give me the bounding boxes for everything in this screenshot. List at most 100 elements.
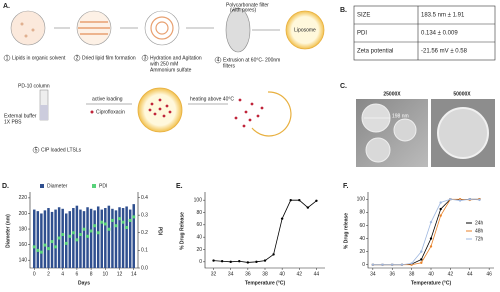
y-tick-label: 220 — [19, 195, 28, 201]
flask — [144, 10, 180, 46]
table-cell: 183.5 nm ± 1.91 — [421, 13, 465, 19]
bar — [50, 211, 54, 268]
step-text: CIP loaded LTSLs — [41, 147, 82, 153]
y2-tick-label: 0.3 — [141, 212, 148, 218]
bar — [79, 209, 82, 268]
marker — [439, 201, 442, 204]
x-tick-label: 44 — [314, 271, 320, 277]
point — [75, 238, 79, 242]
point — [57, 236, 61, 240]
point — [61, 233, 65, 237]
marker — [439, 214, 442, 217]
vesicle — [437, 107, 489, 159]
vesicle — [155, 21, 169, 35]
panel-label: B. — [340, 7, 347, 14]
marker — [272, 253, 275, 256]
step-text: Lipids in organic solvent — [12, 55, 66, 61]
line — [213, 199, 317, 263]
bar — [121, 208, 125, 268]
panel-b: B. SIZE 183.5 nm ± 1.91 PDI 0.134 ± 0.00… — [340, 5, 496, 61]
y-axis-title: Diameter (nm) — [5, 214, 11, 248]
bar — [64, 213, 68, 268]
step-badge — [32, 146, 40, 154]
axis — [367, 192, 494, 269]
lipid — [31, 28, 35, 32]
marker — [420, 258, 423, 261]
line — [372, 198, 480, 266]
y-tick-label: 100 — [357, 197, 366, 203]
x-axis-title: Temperature (°C) — [411, 280, 452, 286]
y-axis-title: % Drug release — [343, 213, 349, 249]
legend-label: 72h — [475, 236, 484, 242]
bar — [118, 207, 121, 268]
bar — [40, 213, 43, 268]
step-text: Extrusion at 60°C- 200nm — [223, 57, 280, 63]
point — [114, 224, 118, 228]
x-tick-label: 6 — [76, 271, 79, 277]
point — [36, 248, 40, 252]
drug-icon — [90, 110, 94, 114]
x-tick-label: 38 — [409, 271, 415, 277]
point — [50, 240, 54, 244]
table-cell: SIZE — [357, 13, 370, 19]
step-number: 4 — [217, 57, 220, 63]
column-label: PD-10 column — [18, 83, 50, 89]
y2-tick-label: 0.1 — [141, 248, 148, 254]
y-tick-label: 200 — [19, 211, 28, 217]
step-number: 2 — [76, 55, 79, 61]
drug-label: Ciprofloxacin — [96, 109, 125, 115]
point — [71, 231, 75, 235]
point — [118, 217, 122, 221]
vesicle — [393, 118, 417, 142]
x-axis-title: Days — [78, 280, 90, 286]
marker — [246, 261, 250, 264]
panel-a: A. Polycarbonate filter (with pores) Lip… — [3, 2, 325, 154]
step-badge — [141, 54, 149, 62]
point — [78, 233, 82, 237]
point — [82, 227, 86, 231]
table-cell: -21.56 mV ± 0.58 — [421, 49, 468, 55]
flask — [10, 10, 46, 46]
point — [32, 245, 36, 249]
charts: D.0 2 4 6 8 10 12 141401601802002200.00.10.20.3… — [2, 183, 494, 286]
x-tick-label: 42 — [297, 271, 303, 277]
point — [107, 227, 111, 231]
y2-tick-label: 0.2 — [141, 230, 148, 236]
magnification: 50000X — [453, 91, 471, 97]
liposome — [285, 10, 325, 50]
legend-swatch — [40, 184, 44, 188]
bar — [47, 208, 50, 268]
y-tick-label: 80 — [359, 210, 365, 216]
lipid-film — [78, 21, 110, 35]
step-badge — [3, 54, 11, 62]
marker — [220, 260, 224, 263]
x-tick-label: 42 — [448, 271, 454, 277]
legend-label: PDI — [99, 183, 107, 189]
bar — [89, 208, 93, 268]
step-number: 3 — [144, 55, 147, 61]
y-axis-title: % Drug Release — [179, 212, 185, 250]
marker — [429, 220, 433, 224]
bar — [43, 210, 47, 268]
marker — [263, 259, 267, 262]
legend-label: Diameter — [47, 183, 68, 189]
bar — [114, 210, 118, 268]
active-loading-label: active loading — [92, 96, 123, 102]
bar — [54, 209, 57, 268]
marker — [420, 261, 423, 264]
bar — [82, 211, 86, 268]
x-tick-label: 40 — [279, 271, 285, 277]
marker — [468, 198, 471, 201]
y-tick-label: 80 — [196, 210, 202, 216]
y-tick-label: 20 — [359, 249, 365, 255]
arrow — [54, 27, 280, 31]
x-tick-label: 34 — [228, 271, 234, 277]
x-tick-label: 36 — [245, 271, 251, 277]
bar — [111, 208, 114, 268]
marker — [238, 260, 241, 263]
x-tick-label: 2 — [47, 271, 50, 277]
step-text: Hydration and Agitation — [150, 55, 202, 61]
table-rules — [354, 6, 495, 60]
marker — [298, 198, 301, 202]
